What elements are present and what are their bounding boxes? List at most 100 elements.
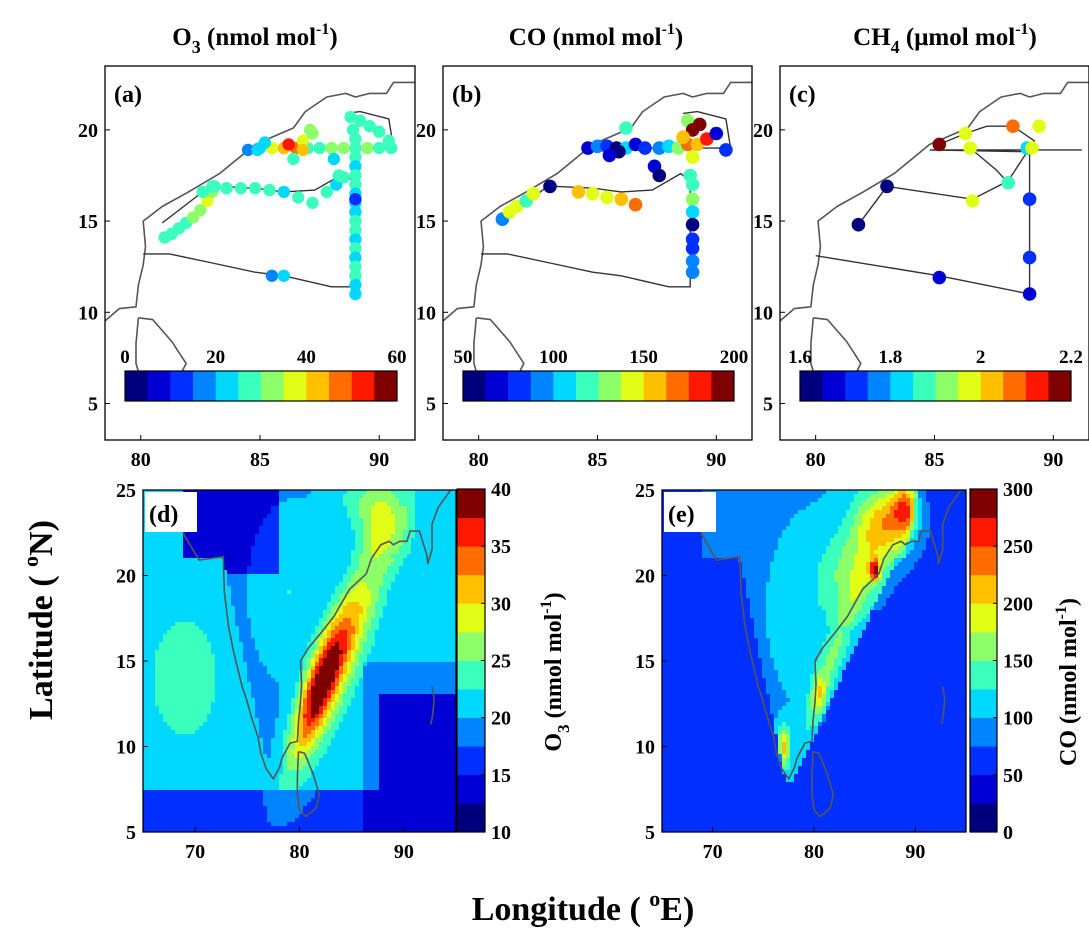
field-cell: [171, 694, 176, 699]
field-cell: [271, 714, 276, 719]
field-cell: [243, 498, 248, 503]
field-cell: [375, 718, 380, 723]
field-cell: [327, 494, 332, 499]
field-cell: [311, 658, 316, 663]
colorbar-swatch: [643, 371, 667, 401]
field-cell: [383, 622, 388, 627]
field-cell: [147, 702, 152, 707]
x-tick-label: 80: [469, 449, 489, 471]
field-cell: [431, 718, 436, 723]
field-cell: [411, 542, 416, 547]
field-cell: [351, 590, 356, 595]
field-cell: [195, 714, 200, 719]
field-cell: [215, 650, 220, 655]
field-cell: [451, 606, 456, 611]
field-cell: [427, 634, 432, 639]
field-cell: [291, 530, 296, 535]
field-cell: [451, 686, 456, 691]
field-cell: [351, 674, 356, 679]
field-cell: [327, 658, 332, 663]
field-cell: [179, 718, 184, 723]
field-cell: [287, 710, 292, 715]
field-cell: [443, 714, 448, 719]
field-cell: [279, 554, 284, 559]
field-cell: [339, 670, 344, 675]
field-cell: [247, 698, 252, 703]
field-cell: [383, 582, 388, 587]
field-cell: [267, 578, 272, 583]
field-cell: [339, 666, 344, 671]
field-cell: [255, 618, 260, 623]
field-cell: [391, 622, 396, 627]
field-cell: [283, 646, 288, 651]
field-cell: [211, 602, 216, 607]
field-cell: [303, 634, 308, 639]
field-cell: [335, 562, 340, 567]
field-cell: [239, 662, 244, 667]
field-cell: [447, 670, 452, 675]
field-cell: [383, 546, 388, 551]
field-cell: [171, 542, 176, 547]
field-cell: [179, 530, 184, 535]
field-cell: [315, 490, 320, 495]
field-cell: [383, 706, 388, 711]
field-cell: [403, 694, 408, 699]
field-cell: [287, 698, 292, 703]
field-cell: [335, 626, 340, 631]
field-cell: [391, 558, 396, 563]
field-cell: [403, 722, 408, 727]
field-cell: [403, 634, 408, 639]
colorbar-tick-label: 40: [297, 347, 316, 368]
field-cell: [207, 614, 212, 619]
field-cell: [347, 506, 352, 511]
field-cell: [239, 566, 244, 571]
field-cell: [331, 594, 336, 599]
field-cell: [235, 682, 240, 687]
field-cell: [363, 690, 368, 695]
field-cell: [279, 714, 284, 719]
field-cell: [271, 490, 276, 495]
field-cell: [431, 494, 436, 499]
field-cell: [331, 614, 336, 619]
field-cell: [159, 618, 164, 623]
field-cell: [343, 506, 348, 511]
panel-b-title: CO (nmol mol-1): [509, 21, 683, 51]
field-cell: [175, 574, 180, 579]
field-cell: [383, 542, 388, 547]
field-cell: [347, 658, 352, 663]
field-cell: [331, 514, 336, 519]
field-cell: [251, 666, 256, 671]
field-cell: [251, 494, 256, 499]
field-cell: [151, 698, 156, 703]
field-cell: [383, 594, 388, 599]
field-cell: [291, 542, 296, 547]
field-cell: [323, 646, 328, 651]
field-cell: [271, 670, 276, 675]
field-cell: [415, 634, 420, 639]
field-cell: [271, 546, 276, 551]
field-cell: [411, 494, 416, 499]
field-cell: [319, 518, 324, 523]
field-cell: [355, 626, 360, 631]
field-cell: [299, 550, 304, 555]
field-cell: [275, 562, 280, 567]
field-cell: [311, 534, 316, 539]
field-cell: [251, 694, 256, 699]
field-cell: [347, 714, 352, 719]
field-cell: [175, 566, 180, 571]
field-cell: [275, 674, 280, 679]
field-cell: [143, 634, 148, 639]
field-cell: [387, 698, 392, 703]
field-cell: [335, 518, 340, 523]
field-cell: [439, 526, 444, 531]
field-cell: [431, 550, 436, 555]
field-cell: [343, 574, 348, 579]
field-cell: [287, 518, 292, 523]
field-cell: [275, 682, 280, 687]
field-cell: [367, 658, 372, 663]
field-cell: [271, 610, 276, 615]
field-cell: [251, 490, 256, 495]
field-cell: [359, 726, 364, 731]
field-cell: [359, 494, 364, 499]
